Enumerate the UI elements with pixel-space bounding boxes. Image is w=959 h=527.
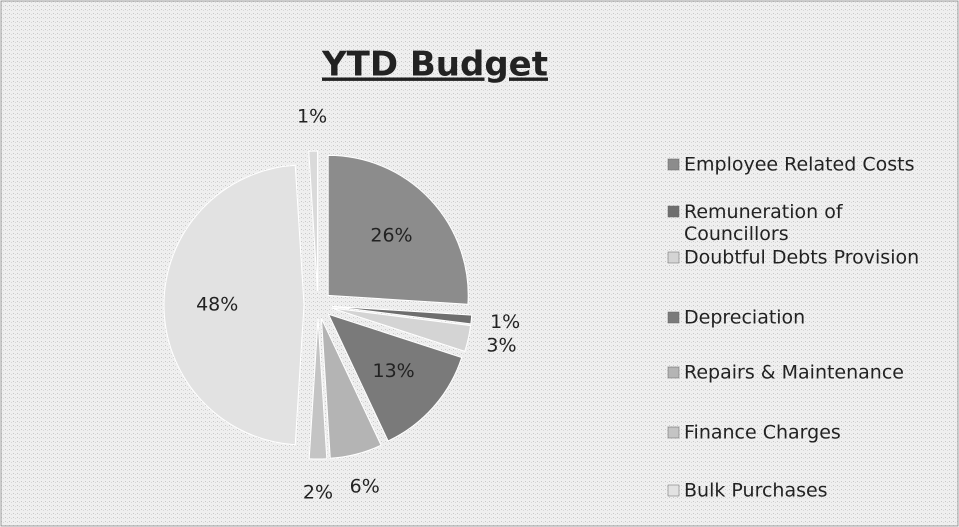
legend-marker: [667, 311, 680, 324]
legend-label: Bulk Purchases: [684, 480, 828, 502]
pie-slice: [327, 154, 469, 305]
legend-marker: [667, 251, 680, 264]
legend-marker: [667, 205, 680, 218]
data-label: 1%: [490, 311, 520, 333]
legend-marker: [667, 366, 680, 379]
data-label: 1%: [297, 106, 327, 128]
pie-slice: [327, 313, 463, 442]
data-label: 26%: [370, 224, 412, 246]
legend-marker: [667, 484, 680, 497]
pie-slice: [331, 307, 472, 352]
legend-label: Finance Charges: [684, 422, 841, 444]
data-label: 3%: [486, 335, 516, 357]
legend-line: Councillors: [684, 223, 789, 245]
pie-slice: [308, 318, 328, 460]
legend-label: Remuneration of Councillors: [684, 201, 844, 245]
legend-marker: [667, 426, 680, 439]
data-label: 48%: [196, 294, 238, 316]
legend-label: Employee Related Costs: [684, 154, 914, 176]
legend-label: Repairs & Maintenance: [684, 362, 904, 384]
chart-title: YTD Budget: [321, 45, 548, 85]
pie-slice: [320, 318, 382, 459]
legend-label: Doubtful Debts Provision: [684, 247, 919, 269]
data-label: 6%: [350, 476, 380, 498]
pie-slice: [308, 150, 319, 292]
pie-slice: [163, 164, 305, 446]
legend-label: Depreciation: [684, 307, 805, 329]
pie-slice: [331, 305, 473, 325]
legend-line: Remuneration of: [684, 201, 844, 223]
data-label: 13%: [372, 360, 414, 382]
legend-marker: [667, 158, 680, 171]
data-label: 2%: [303, 482, 333, 504]
